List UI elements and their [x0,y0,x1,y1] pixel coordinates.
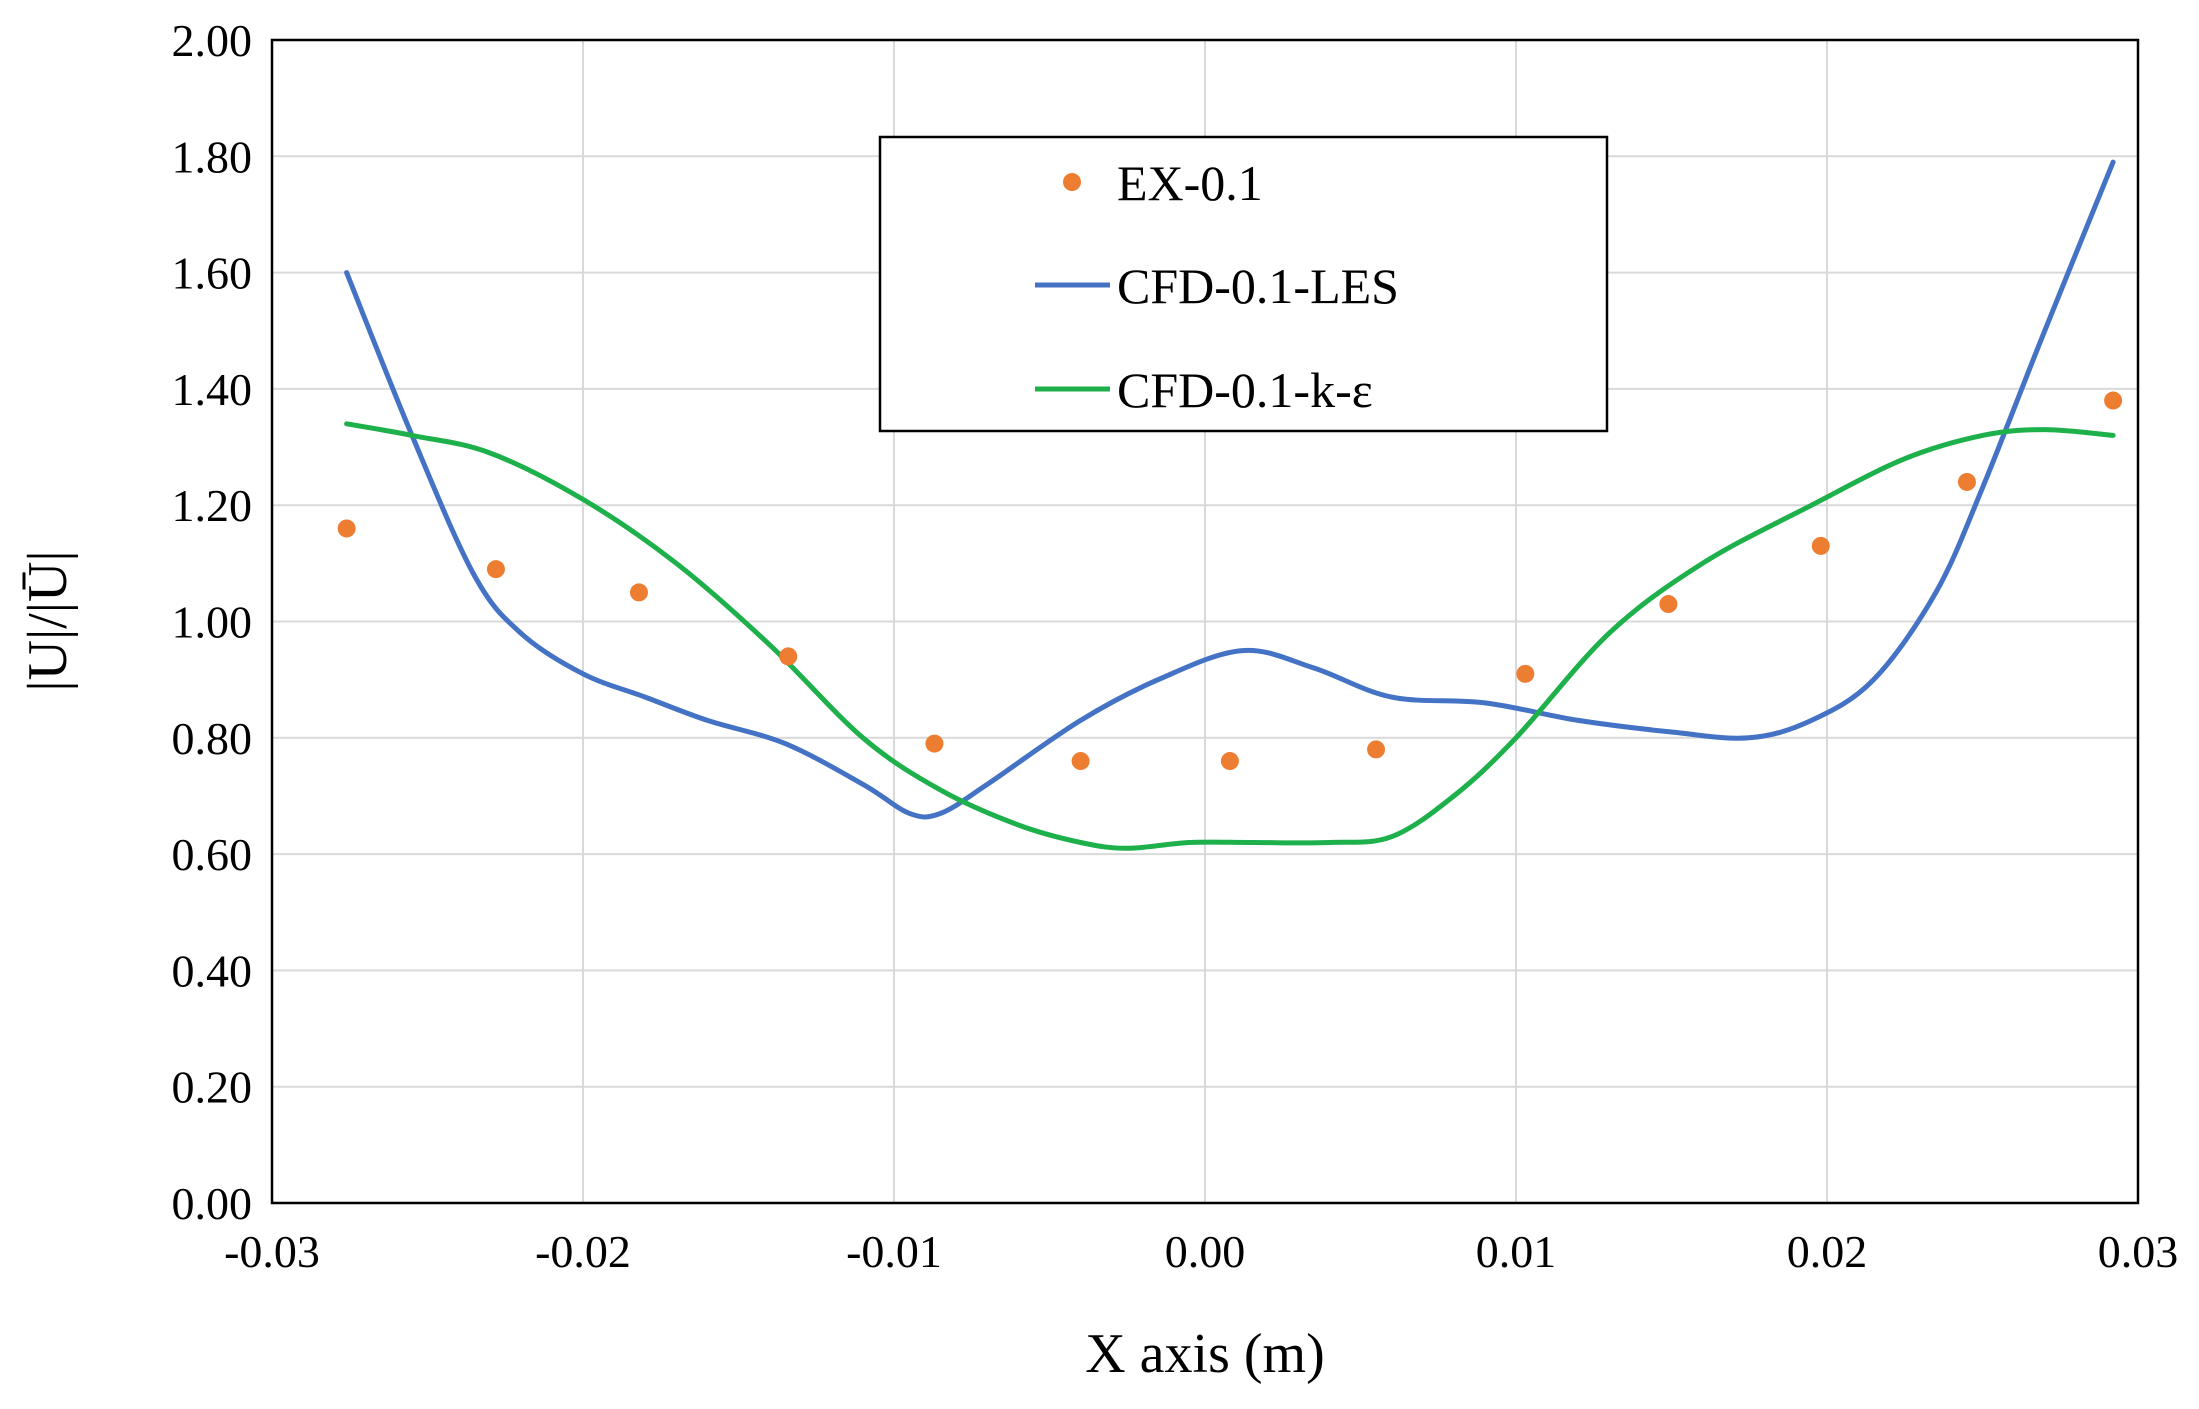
x-axis-title: X axis (m) [1085,1323,1325,1385]
x-tick-label: 0.01 [1476,1226,1557,1277]
y-tick-label: 0.60 [172,829,253,880]
y-tick-label: 0.20 [172,1062,253,1113]
y-tick-label: 2.00 [172,15,253,66]
y-tick-label: 1.40 [172,364,253,415]
series-layer [337,159,2123,851]
x-tick-label: 0.00 [1165,1226,1246,1277]
data-point-ex-0-1 [1071,752,1090,771]
data-point-ex-0-1 [1659,595,1678,614]
legend-label-ex: EX-0.1 [1117,155,1263,211]
data-point-ex-0-1 [779,647,798,666]
legend-box [878,135,1609,433]
legend-label-les: CFD-0.1-LES [1117,258,1399,314]
y-tick-label: 0.80 [172,713,253,764]
x-tick-label: 0.02 [1787,1226,1868,1277]
data-point-ex-0-1 [629,583,648,602]
data-point-ex-0-1 [1367,740,1386,759]
y-tick-label: 1.20 [172,480,253,531]
legend-label-keps: CFD-0.1-k-ε [1117,362,1373,418]
data-point-ex-0-1 [1957,472,1976,491]
y-tick-label: 0.40 [172,945,253,996]
x-tick-label: -0.01 [846,1226,942,1277]
y-tick-label: 1.00 [172,597,253,648]
series-line-cfd-0-1-k [344,421,2116,851]
plot-frame [270,38,2140,1205]
series-line-cfd-0-1-les [344,159,2116,820]
legend: EX-0.1 CFD-0.1-LES CFD-0.1-k-ε [878,135,1609,433]
y-tick-label: 1.80 [172,131,253,182]
data-point-ex-0-1 [1220,752,1239,771]
data-point-ex-0-1 [337,519,356,538]
x-tick-label: -0.02 [535,1226,631,1277]
x-tick-label: 0.03 [2098,1226,2179,1277]
data-point-ex-0-1 [486,560,505,579]
y-axis-title: |U|/|Ū| [17,550,79,691]
data-point-ex-0-1 [1811,536,1830,555]
y-tick-label: 1.60 [172,248,253,299]
x-tick-label: -0.03 [224,1226,320,1277]
data-point-ex-0-1 [925,734,944,753]
y-tick-label: 0.00 [172,1178,253,1229]
data-point-ex-0-1 [1516,664,1535,683]
tick-labels: 0.00 0.20 0.40 0.60 0.80 1.00 1.20 1.40 1.60 1.80… [172,15,2179,1277]
legend-marker-ex [1063,173,1081,191]
data-point-ex-0-1 [2104,391,2123,410]
